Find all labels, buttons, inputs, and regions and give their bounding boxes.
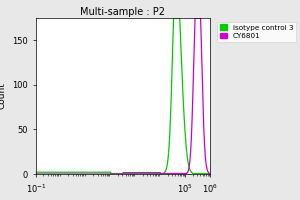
Title: Multi-sample : P2: Multi-sample : P2 xyxy=(80,7,166,17)
Legend: isotype control 3, CY6801: isotype control 3, CY6801 xyxy=(217,22,296,42)
Y-axis label: Count: Count xyxy=(0,83,6,109)
